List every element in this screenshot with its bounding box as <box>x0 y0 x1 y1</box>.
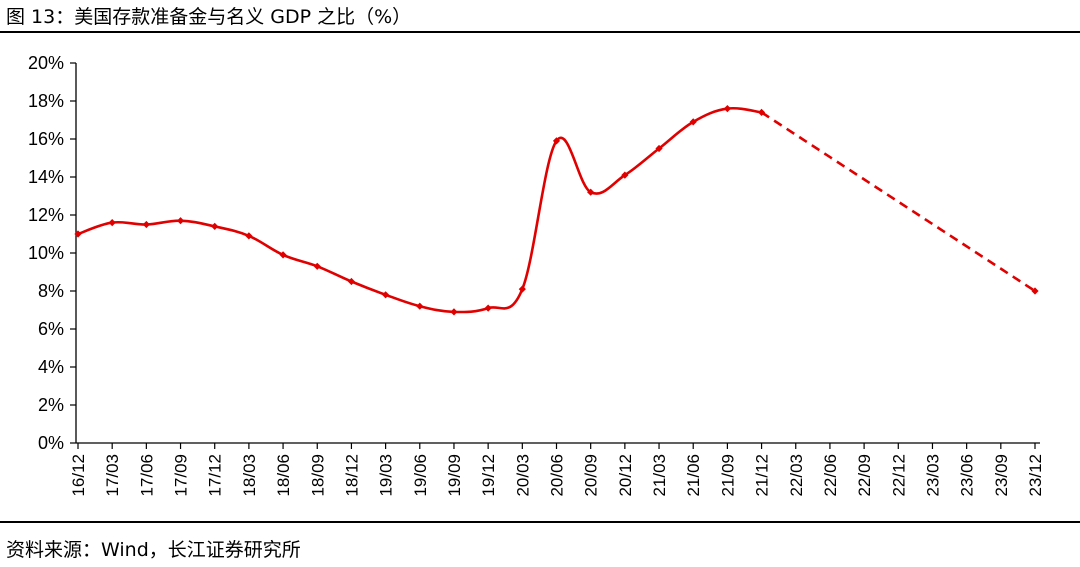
x-tick-label: 23/09 <box>992 454 1011 497</box>
data-point <box>382 291 390 299</box>
x-tick-label: 17/06 <box>137 454 156 497</box>
x-tick-label: 18/09 <box>308 454 327 497</box>
y-tick-label: 14% <box>28 167 64 187</box>
forecast-line <box>760 111 1036 293</box>
data-point <box>108 219 116 227</box>
x-tick-label: 22/09 <box>855 454 874 497</box>
x-tick-label: 17/12 <box>206 454 225 497</box>
x-tick-label: 21/09 <box>718 454 737 497</box>
x-tick-label: 19/12 <box>479 454 498 497</box>
x-tick-label: 17/09 <box>172 454 191 497</box>
x-tick-label: 17/03 <box>103 454 122 497</box>
x-tick-label: 22/03 <box>787 454 806 497</box>
y-tick-label: 4% <box>38 357 64 377</box>
data-point <box>518 285 526 293</box>
data-point <box>552 137 561 145</box>
x-tick-label: 18/12 <box>342 454 361 497</box>
y-tick-label: 6% <box>38 319 64 339</box>
x-tick-label: 20/03 <box>513 454 532 497</box>
x-tick-label: 21/06 <box>684 454 703 497</box>
data-point <box>74 230 82 238</box>
data-point <box>484 304 492 312</box>
data-point <box>313 262 321 270</box>
y-axis-ticks: 0% 2% 4% 6% 8% 10% 12% 14% 16% 18% 20% <box>28 53 76 453</box>
actual-line <box>77 106 762 314</box>
x-tick-label: 20/09 <box>582 454 601 497</box>
forecast-marker <box>1031 287 1039 295</box>
title-rule <box>0 31 1080 33</box>
y-tick-label: 0% <box>38 433 64 453</box>
data-point <box>655 144 663 153</box>
x-tick-label: 19/09 <box>445 454 464 497</box>
x-tick-label: 19/03 <box>377 454 396 497</box>
x-tick-label: 23/06 <box>958 454 977 497</box>
source-rule <box>0 521 1080 523</box>
data-point <box>347 277 356 286</box>
series-forecast <box>760 111 1039 295</box>
y-tick-label: 2% <box>38 395 64 415</box>
chart-title: 图 13：美国存款准备金与名义 GDP 之比（%） <box>6 6 412 28</box>
x-tick-label: 22/06 <box>821 454 840 497</box>
data-point <box>723 105 731 113</box>
x-tick-label: 23/12 <box>1026 454 1045 497</box>
x-tick-label: 21/03 <box>650 454 669 497</box>
source-note: 资料来源：Wind，长江证券研究所 <box>6 539 301 561</box>
data-point <box>450 308 458 316</box>
y-tick-label: 10% <box>28 243 64 263</box>
data-point <box>176 217 185 225</box>
x-tick-label: 21/12 <box>753 454 772 497</box>
data-point <box>587 188 595 196</box>
data-point <box>416 302 424 310</box>
x-axis-ticks: 16/12 17/03 17/06 17/09 17/12 18/03 18/06 18/09… <box>69 443 1045 497</box>
y-tick-label: 18% <box>28 91 64 111</box>
y-tick-label: 8% <box>38 281 64 301</box>
x-tick-label: 20/06 <box>548 454 567 497</box>
data-point <box>279 251 287 259</box>
x-tick-label: 18/06 <box>274 454 293 497</box>
x-tick-label: 19/06 <box>411 454 430 497</box>
y-tick-label: 20% <box>28 53 64 73</box>
x-tick-label: 18/03 <box>240 454 259 497</box>
data-point <box>621 171 629 179</box>
x-tick-label: 16/12 <box>69 454 88 497</box>
y-tick-label: 12% <box>28 205 64 225</box>
series-actual <box>74 105 766 316</box>
y-tick-label: 16% <box>28 129 64 149</box>
x-tick-label: 22/12 <box>889 454 908 497</box>
data-point <box>245 232 253 240</box>
series-group <box>74 105 1039 316</box>
axes <box>75 63 1040 444</box>
data-point <box>211 222 219 230</box>
data-point <box>142 220 150 229</box>
x-tick-label: 23/03 <box>923 454 942 497</box>
data-point <box>689 118 697 126</box>
x-tick-label: 20/12 <box>616 454 635 497</box>
